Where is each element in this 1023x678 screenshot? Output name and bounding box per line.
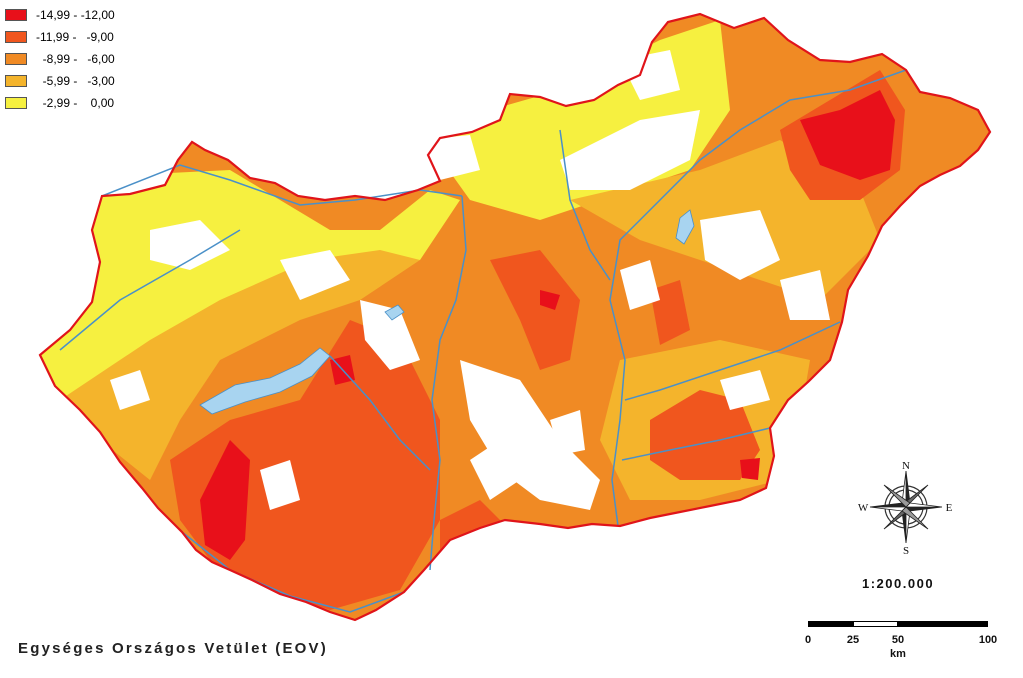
legend-item-2: -8,99 - -6,00: [5, 48, 115, 70]
river-koros: [624, 321, 841, 401]
river-tisza: [609, 69, 907, 527]
scale-ratio: 1:200.000: [862, 576, 935, 591]
river-maros: [621, 427, 771, 461]
compass-s: S: [903, 545, 909, 555]
river-sio: [329, 355, 431, 471]
scale-tick-0: 0: [804, 634, 812, 646]
legend-item-1: -11,99 - -9,00: [5, 26, 115, 48]
zone-red-southwest: [200, 440, 250, 560]
river-zagyva: [559, 129, 611, 281]
lakes: [199, 209, 695, 415]
zone-red-northeast: [800, 90, 895, 180]
legend-item-3: -5,99 - -3,00: [5, 70, 115, 92]
legend-swatch-1: [5, 31, 27, 43]
scale-seg-1: [808, 621, 853, 627]
legend-label-2: -8,99 - -6,00: [36, 52, 115, 66]
river-danube-south: [429, 195, 467, 571]
legend-label-3: -5,99 - -3,00: [36, 74, 115, 88]
zone-red-patch-2: [540, 290, 560, 310]
legend-label-1: -11,99 - -9,00: [36, 30, 114, 44]
lake-tisza: [675, 209, 695, 245]
zone-orange-yellow-west: [60, 250, 420, 480]
compass-w: W: [858, 502, 869, 514]
zone-red-patch-3: [740, 458, 760, 480]
zone-dark-orange-patch: [650, 280, 690, 345]
legend-label-4: -2,99 - 0,00: [36, 96, 115, 110]
legend-swatch-3: [5, 75, 27, 87]
scale-tick-25: 25: [846, 634, 860, 646]
scale-tick-100: 100: [978, 634, 998, 646]
compass-n: N: [902, 460, 910, 472]
legend-swatch-2: [5, 53, 27, 65]
legend-label-0: -14,99 - -12,00: [36, 8, 115, 22]
legend-item-4: -2,99 - 0,00: [5, 92, 115, 114]
legend-swatch-4: [5, 97, 27, 109]
river-raba: [59, 229, 241, 351]
legend-swatch-0: [5, 9, 27, 21]
lake-velence: [384, 304, 405, 321]
legend-item-0: -14,99 - -12,00: [5, 4, 115, 26]
compass-e: E: [946, 502, 953, 514]
legend: -14,99 - -12,00 -11,99 - -9,00 -8,99 - -…: [5, 4, 115, 114]
scale-seg-3: [898, 621, 988, 627]
scale-bar: 0 25 50 100 km: [804, 616, 998, 666]
projection-label: Egységes Országos Vetület (EOV): [18, 640, 328, 657]
zone-dark-orange-center: [490, 250, 580, 370]
compass-rose-icon: N S E W: [858, 460, 953, 555]
scale-unit: km: [890, 648, 906, 660]
unclassified-areas: [110, 50, 900, 510]
zone-dark-orange-southeast: [650, 390, 760, 480]
scale-seg-2: [853, 621, 898, 627]
rivers: [59, 69, 907, 613]
scale-tick-50: 50: [891, 634, 905, 646]
